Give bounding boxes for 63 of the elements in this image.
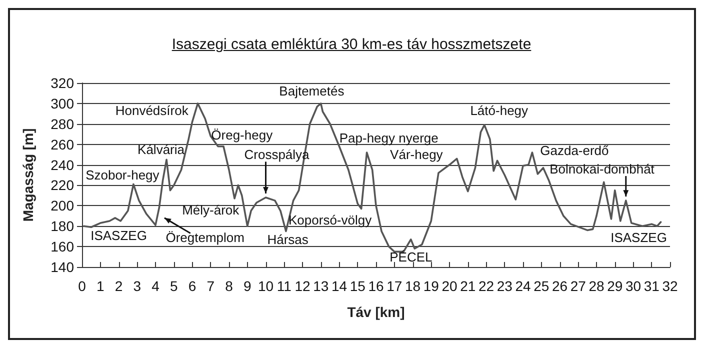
x-tick-label: 20 <box>442 278 458 294</box>
annotation: PÉCEL <box>390 249 432 264</box>
annotation: Öregtemplom <box>166 230 244 245</box>
x-tick-label: 15 <box>350 278 366 294</box>
x-tick-label: 32 <box>662 278 678 294</box>
x-tick-label: 23 <box>496 278 513 294</box>
y-tick-label: 140 <box>50 259 74 275</box>
x-tick-label: 31 <box>644 278 660 294</box>
annotation: Öreg-hegy <box>211 128 274 143</box>
y-tick-label: 260 <box>50 136 74 152</box>
y-tick-label: 300 <box>50 95 74 112</box>
x-tick-label: 26 <box>552 278 568 294</box>
x-tick-label: 8 <box>225 278 234 294</box>
annotation: Szobor-hegy <box>86 168 160 182</box>
x-tick-label: 0 <box>78 278 86 294</box>
annotation: Mély-árok <box>182 202 240 218</box>
x-tick-label: 1 <box>96 278 104 294</box>
annotation: Bajtemetés <box>279 84 345 99</box>
chart-title: Isaszegi csata emléktúra 30 km-es táv hosszmetszete <box>170 36 532 53</box>
y-tick-label: 160 <box>50 238 74 255</box>
y-tick-label: 280 <box>50 116 74 132</box>
x-tick-label: 30 <box>625 278 642 294</box>
x-tick-label: 9 <box>243 278 252 294</box>
annotation: Vár-hegy <box>390 147 444 162</box>
x-tick-label: 21 <box>460 278 476 294</box>
x-tick-label: 7 <box>206 278 215 294</box>
x-tick-label: 12 <box>294 278 310 294</box>
annotation: Hársas <box>267 232 309 247</box>
x-tick-label: 14 <box>331 278 348 294</box>
annotation: Pap-hegy nyerge <box>339 130 438 146</box>
y-tick-label: 180 <box>50 218 74 234</box>
annotation: ISASZEG <box>610 230 667 245</box>
annotation: Honvédsírok <box>115 103 189 118</box>
x-tick-label: 17 <box>386 278 402 294</box>
x-tick-label: 22 <box>478 278 494 294</box>
annotation: Bolnokai-dombhát <box>550 161 655 176</box>
y-tick-label: 200 <box>50 198 74 214</box>
x-tick-label: 13 <box>313 278 329 294</box>
x-tick-label: 18 <box>404 278 421 294</box>
annotation: Gazda-erdő <box>540 142 609 158</box>
x-axis-title: Táv [km] <box>347 304 405 320</box>
annotation: ISASZEG <box>90 228 147 243</box>
x-tick-label: 6 <box>188 278 196 294</box>
x-tick-label: 11 <box>276 278 292 294</box>
x-tick-label: 4 <box>152 278 160 294</box>
x-tick-label: 25 <box>534 278 550 294</box>
x-tick-label: 24 <box>515 278 531 294</box>
x-tick-label: 29 <box>607 278 623 294</box>
y-tick-label: 320 <box>50 75 74 91</box>
x-tick-label: 10 <box>258 278 274 294</box>
x-tick-label: 19 <box>423 278 440 294</box>
x-tick-label: 5 <box>170 278 178 294</box>
x-tick-label: 28 <box>588 278 604 294</box>
annotation: Látó-hegy <box>470 103 529 118</box>
annotation: Kálvária <box>138 142 186 157</box>
x-tick-label: 27 <box>570 278 586 294</box>
y-tick-label: 220 <box>50 177 74 194</box>
annotation: Koporsó-völgy <box>288 212 372 228</box>
x-tick-label: 3 <box>133 278 142 294</box>
y-axis-title: Magasság [m] <box>20 128 36 222</box>
x-tick-label: 16 <box>368 278 384 294</box>
y-tick-label: 240 <box>50 156 74 173</box>
x-tick-label: 2 <box>114 278 123 294</box>
